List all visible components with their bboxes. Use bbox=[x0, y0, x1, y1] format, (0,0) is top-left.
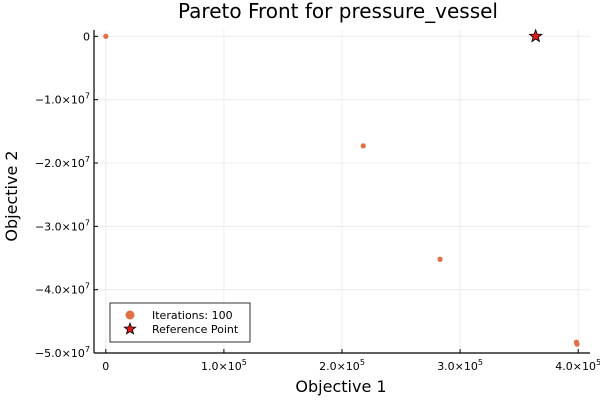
points-layer bbox=[103, 28, 580, 347]
data-point bbox=[360, 143, 366, 149]
y-tick-label: −5.0×107 bbox=[35, 345, 90, 360]
legend: Iterations: 100 Reference Point bbox=[109, 302, 251, 343]
x-tick-label: 3.0×105 bbox=[437, 358, 483, 373]
legend-label-reference: Reference Point bbox=[152, 323, 239, 336]
y-tick-label: −4.0×107 bbox=[35, 282, 90, 297]
legend-box bbox=[109, 302, 251, 343]
y-tick-label: 0 bbox=[83, 30, 90, 43]
y-tick-label: −1.0×107 bbox=[35, 92, 90, 107]
x-tick-label: 0 bbox=[102, 360, 109, 373]
data-point bbox=[103, 33, 109, 39]
data-point bbox=[574, 341, 580, 347]
reference-point-star bbox=[528, 28, 543, 43]
x-tick-label: 2.0×105 bbox=[319, 358, 365, 373]
y-tick-label: −3.0×107 bbox=[35, 218, 90, 233]
y-tick-label: −2.0×107 bbox=[35, 155, 90, 170]
x-axis-label: Objective 1 bbox=[295, 377, 386, 396]
x-tick-label: 4.0×105 bbox=[555, 358, 600, 373]
y-axis-label: Objective 2 bbox=[2, 150, 21, 241]
legend-label-iterations: Iterations: 100 bbox=[152, 309, 233, 322]
legend-marker-iterations bbox=[125, 310, 135, 320]
legend-marker-reference bbox=[123, 321, 137, 335]
data-point bbox=[437, 256, 443, 262]
ticks-layer: 0 1.0×105 2.0×105 3.0×105 4.0×105 0 −1.0×107 −2… bbox=[35, 30, 600, 373]
x-tick-label: 1.0×105 bbox=[201, 358, 247, 373]
chart-title: Pareto Front for pressure_vessel bbox=[178, 0, 498, 23]
